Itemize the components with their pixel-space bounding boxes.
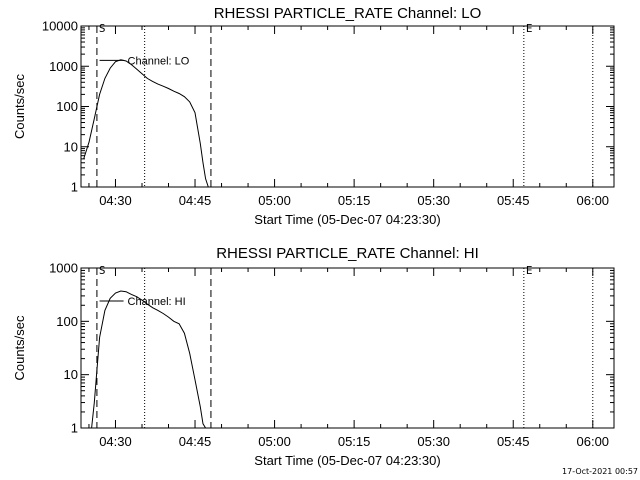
x-tick-label: 04:30 — [99, 193, 132, 208]
y-tick-label: 1 — [71, 180, 78, 195]
series-line — [91, 290, 207, 429]
x-axis-label: Start Time (05-Dec-07 04:23:30) — [254, 453, 440, 468]
time-marker-label: S — [99, 22, 106, 35]
y-tick-label: 1000 — [49, 59, 78, 74]
time-marker-label: S — [99, 264, 106, 277]
x-tick-label: 04:45 — [179, 193, 212, 208]
y-tick-label: 10 — [64, 367, 78, 382]
y-tick-label: 100 — [56, 314, 78, 329]
panel-2: RHESSI PARTICLE_RATE Channel: HI 1 10 100 10… — [12, 245, 615, 468]
generated-timestamp: 17-Oct-2021 00:57 — [562, 467, 638, 476]
x-tick-label: 05:00 — [258, 434, 291, 449]
plot-frame — [80, 25, 615, 188]
x-tick-label: 05:00 — [258, 193, 291, 208]
x-tick-label: 04:30 — [99, 434, 132, 449]
y-tick-label: 100 — [56, 99, 78, 114]
y-tick-label: 1 — [71, 421, 78, 436]
x-tick-label: 06:00 — [577, 193, 610, 208]
chart-title: RHESSI PARTICLE_RATE Channel: LO — [214, 5, 482, 22]
time-marker-label: E — [526, 22, 533, 35]
x-tick-label: 05:30 — [417, 193, 450, 208]
y-axis-label: Counts/sec — [12, 73, 27, 139]
x-tick-label: 04:45 — [179, 434, 212, 449]
x-tick-label: 06:00 — [577, 434, 610, 449]
chart-title: RHESSI PARTICLE_RATE Channel: HI — [216, 245, 479, 262]
legend-label: Channel: LO — [128, 55, 190, 67]
x-tick-label: 05:15 — [338, 193, 371, 208]
y-tick-label: 1000 — [49, 261, 78, 276]
y-tick-label: 10 — [64, 139, 78, 154]
x-tick-label: 05:30 — [417, 434, 450, 449]
time-marker-label: E — [526, 264, 533, 277]
plot-frame — [80, 267, 615, 429]
x-tick-label: 05:15 — [338, 434, 371, 449]
legend-label: Channel: HI — [128, 296, 186, 308]
y-tick-label: 10000 — [42, 19, 78, 34]
series-line — [83, 59, 209, 188]
x-tick-label: 05:45 — [497, 434, 530, 449]
x-tick-label: 05:45 — [497, 193, 530, 208]
panel-1: RHESSI PARTICLE_RATE Channel: LO 1 10 100 10… — [12, 5, 615, 227]
y-axis-label: Counts/sec — [12, 315, 27, 381]
x-axis-label: Start Time (05-Dec-07 04:23:30) — [254, 212, 440, 227]
